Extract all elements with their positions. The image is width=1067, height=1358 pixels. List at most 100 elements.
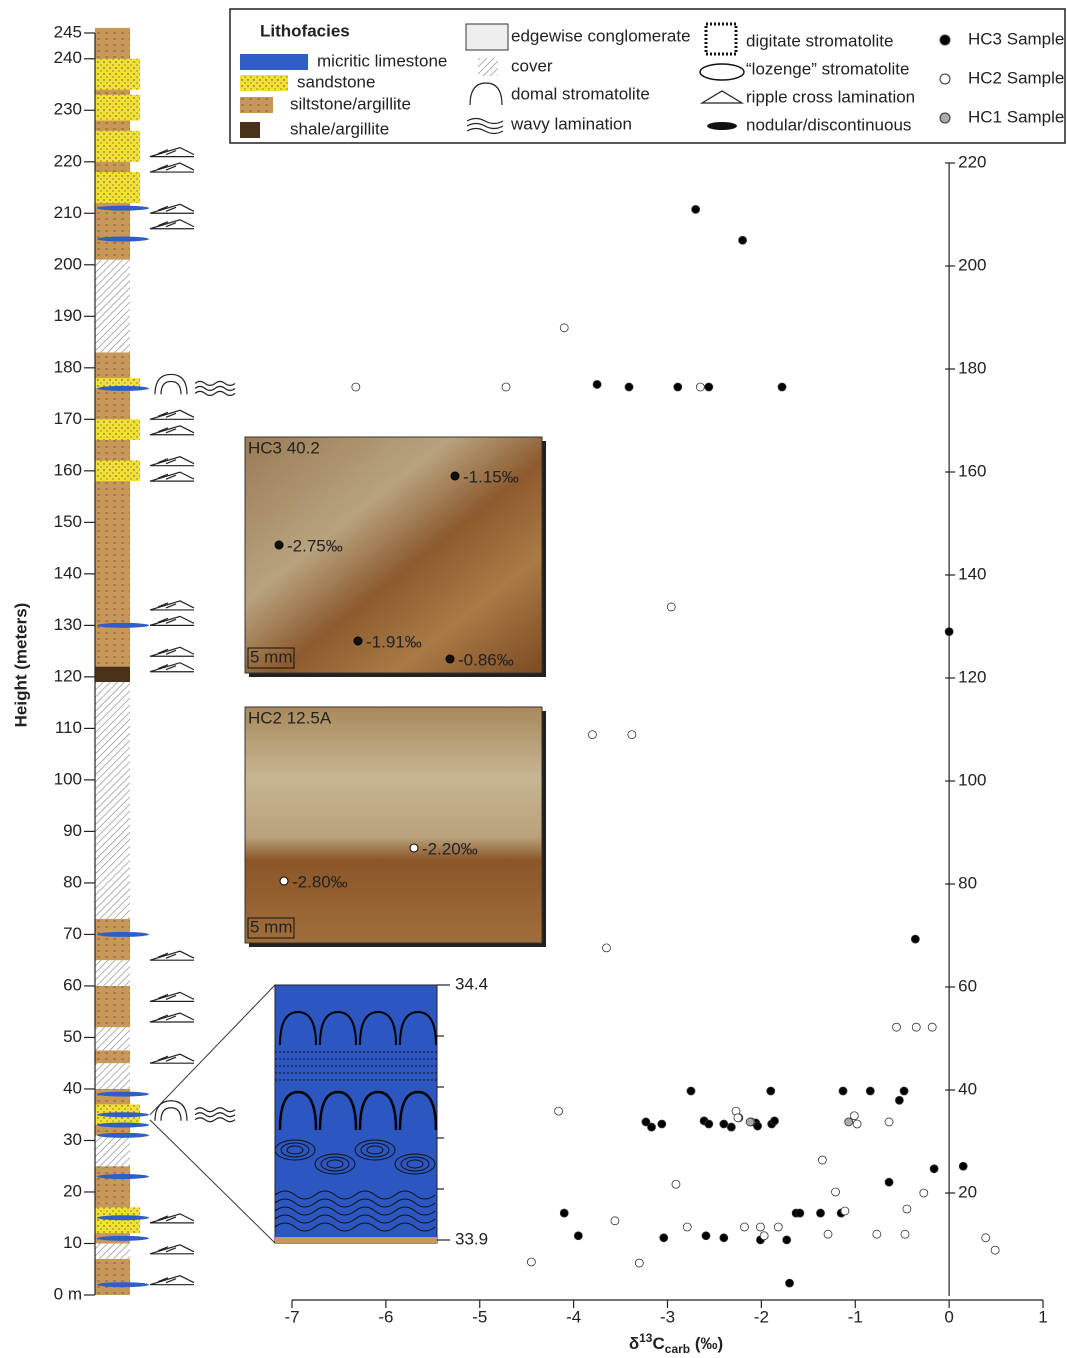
strat-column [95,27,236,1295]
y-tick-label: 80 [63,872,82,891]
scale-box [247,917,295,939]
data-point [831,1187,840,1197]
legend-swatch [707,122,737,130]
x-tick-label: -7 [284,1307,299,1326]
photo-value-label: -2.20‰ [422,839,478,858]
x-tick-label: -1 [848,1307,863,1326]
legend-swatch [466,117,504,135]
legend-label: wavy lamination [510,114,632,133]
wavy-symbol [194,390,236,397]
legend-label: domal stromatolite [511,84,650,103]
zoom-lozenge [320,1156,350,1172]
data-point [770,1116,779,1126]
domal-symbol [154,373,188,395]
zoom-label: 34.4 [455,974,488,993]
data-point [919,1188,929,1198]
column-unit [95,682,130,919]
y-tick-label: 180 [54,357,82,376]
x-tick-label: -6 [378,1307,393,1326]
limestone-lens [97,385,149,391]
column-unit [95,1258,130,1295]
data-point [559,1208,569,1218]
data-point [900,1229,910,1239]
zoom-dome [398,1090,438,1131]
data-point [944,627,954,637]
data-point [647,1122,656,1132]
ripple-symbol [149,950,195,961]
y-tick-label: 245 [54,22,82,41]
zoom-wavy [274,1222,436,1232]
legend-label: nodular/discontinuous [746,115,911,134]
ripple-symbol [149,203,195,214]
data-point [641,1117,651,1127]
zoom-lozenge [354,1139,396,1161]
data-point [526,1257,536,1267]
data-point [872,1229,882,1239]
y-tick-label: 70 [63,924,82,943]
data-point [738,235,747,245]
data-point [782,1235,792,1245]
data-point [657,1119,667,1129]
photo-title: HC3 40.2 [248,438,320,457]
limestone-lens [97,1215,149,1221]
legend-swatch [240,54,308,70]
legend-marker [939,34,951,46]
limestone-lens [97,1174,149,1180]
x-label-part: (‰) [690,1334,723,1353]
y-tick-label: 110 [55,718,82,737]
data-point [849,1111,859,1121]
sandstone-bed [95,58,140,90]
zoom-lozenge [314,1153,356,1175]
data-point [719,1233,729,1243]
scale-label: 5 mm [250,647,293,666]
data-point [865,1086,875,1096]
x-label-part: 13 [639,1331,653,1345]
sample-spot [450,471,460,481]
zoom-lozenge [394,1153,436,1175]
legend-swatch [469,82,503,106]
data-point [610,1216,620,1226]
x-label-part: carb [665,1342,690,1356]
y2-tick-label: 100 [958,770,986,789]
legend-swatch [240,97,273,113]
data-point [990,1245,1000,1255]
column-unit [95,1166,130,1203]
legend-label: sandstone [297,72,375,91]
legend-swatch [699,63,745,81]
zoom-wavy [274,1190,436,1200]
data-point [704,382,714,392]
data-point [823,1229,833,1239]
wavy-symbol [194,1112,236,1118]
x-tick-label: 0 [944,1307,953,1326]
zoom-dome [319,1010,357,1046]
data-point [627,730,637,740]
zoom-lozenge [400,1156,430,1172]
data-point [773,1222,783,1232]
thin-section-photo [244,436,543,674]
ripple-symbol [149,991,195,1002]
data-point [740,1222,749,1232]
limestone-lens [97,622,149,628]
zoom-lozenge [406,1159,424,1169]
data-point [927,1022,937,1032]
data-point [682,1222,692,1232]
column-unit [95,666,130,683]
x-tick-label: 1 [1038,1307,1047,1326]
y-tick-label: 230 [54,100,82,119]
zoom-dome [278,1090,318,1131]
legend-marker [939,73,951,85]
zoom-lozenge [360,1142,390,1158]
data-point [910,934,920,944]
y-tick-label: 100 [54,769,82,788]
legend-label: cover [511,56,553,75]
y-tick-label: 170 [54,409,82,428]
y2-tick-label: 60 [958,976,977,995]
sandstone-bed [95,172,140,203]
data-point [634,1258,644,1268]
y-axis-label: Height (meters) [11,603,30,728]
photo-title: HC2 12.5A [248,708,332,727]
data-point [554,1106,564,1116]
legend-label: edgewise conglomerate [511,26,691,45]
column-unit [95,1050,130,1064]
